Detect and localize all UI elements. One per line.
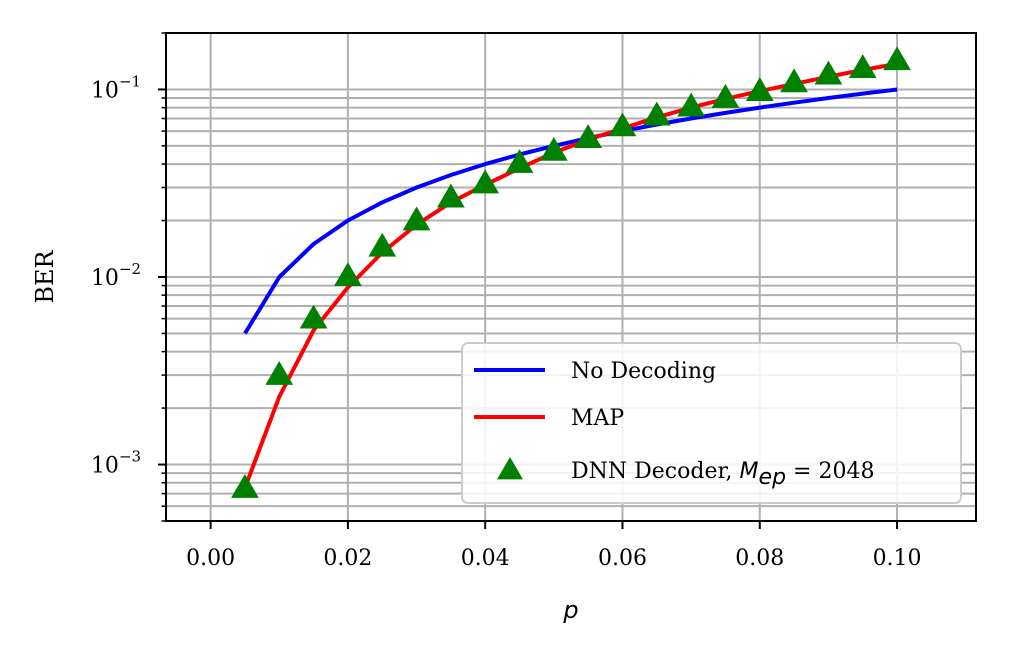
legend: No Decoding MAP DNN Decoder, Mep = 2048	[461, 342, 962, 504]
legend-dnn-prefix: DNN Decoder,	[571, 459, 740, 484]
dnn-decoder-marker	[402, 206, 431, 231]
dnn-decoder-marker	[642, 101, 671, 126]
dnn-decoder-marker	[814, 60, 843, 85]
y-tick-label: 10−3	[91, 448, 141, 479]
dnn-decoder-marker	[711, 84, 740, 108]
legend-swatch-dnn-decoder	[497, 457, 523, 480]
dnn-decoder-marker	[780, 68, 808, 93]
dnn-decoder-marker	[539, 136, 568, 161]
dnn-decoder-marker	[745, 77, 774, 101]
series-line-no-decoding	[243, 87, 898, 335]
dnn-decoder-marker	[677, 92, 705, 117]
x-tick-label: 0.04	[461, 546, 510, 571]
dnn-decoder-marker	[231, 473, 259, 498]
legend-box	[461, 342, 962, 504]
x-tick-label: 0.10	[873, 546, 922, 571]
dnn-decoder-marker	[608, 112, 637, 137]
dnn-decoder-marker	[299, 304, 328, 329]
y-tick-label-exponent: −3	[119, 448, 141, 466]
legend-dnn-math-rest: = 2048	[786, 459, 874, 484]
data-series	[231, 46, 911, 498]
dnn-decoder-marker	[334, 262, 362, 287]
x-tick-label: 0.02	[323, 546, 372, 571]
y-tick-label-exponent: −2	[119, 260, 141, 278]
legend-label-map: MAP	[571, 406, 624, 431]
y-tick-label-base: 10	[91, 78, 119, 103]
y-axis-label: BER	[31, 249, 59, 303]
x-tick-label: 0.06	[598, 546, 647, 571]
dnn-decoder-marker	[368, 232, 397, 257]
legend-label-no-decoding: No Decoding	[571, 359, 716, 384]
x-axis-label: p	[562, 596, 578, 624]
y-tick-label: 10−2	[91, 260, 141, 291]
dnn-decoder-marker	[883, 46, 911, 71]
x-tick-label: 0.08	[735, 546, 784, 571]
x-tick-label: 0.00	[186, 546, 235, 571]
dnn-decoder-marker	[265, 361, 294, 385]
y-tick-label-base: 10	[91, 266, 119, 291]
legend-dnn-math-sub: ep	[759, 465, 787, 490]
y-tick-label: 10−1	[91, 72, 141, 103]
dnn-decoder-marker	[848, 54, 877, 78]
dnn-decoder-marker	[574, 124, 603, 149]
legend-label-dnn-decoder: DNN Decoder, Mep = 2048	[571, 459, 874, 490]
legend-dnn-math-base: M	[740, 459, 759, 484]
dnn-decoder-marker	[471, 169, 500, 194]
dnn-decoder-marker	[437, 183, 465, 208]
y-tick-label-base: 10	[91, 454, 119, 479]
dnn-decoder-marker	[505, 149, 534, 173]
y-tick-label-exponent: −1	[119, 72, 141, 90]
